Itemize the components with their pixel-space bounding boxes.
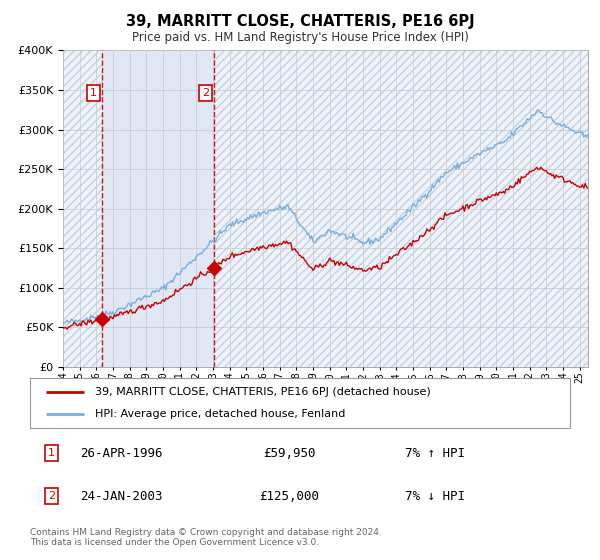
Text: Contains HM Land Registry data © Crown copyright and database right 2024.
This d: Contains HM Land Registry data © Crown c… xyxy=(30,528,382,547)
Text: Price paid vs. HM Land Registry's House Price Index (HPI): Price paid vs. HM Land Registry's House … xyxy=(131,31,469,44)
Text: 2: 2 xyxy=(48,491,55,501)
Text: 2: 2 xyxy=(202,88,209,98)
Text: 7% ↓ HPI: 7% ↓ HPI xyxy=(405,489,465,503)
Bar xyxy=(101,50,214,367)
Point xyxy=(209,263,219,272)
Text: 7% ↑ HPI: 7% ↑ HPI xyxy=(405,446,465,460)
Text: 24-JAN-2003: 24-JAN-2003 xyxy=(80,489,163,503)
Bar xyxy=(63,50,101,367)
Point xyxy=(97,315,106,324)
Bar xyxy=(63,43,101,367)
Text: £59,950: £59,950 xyxy=(263,446,316,460)
Text: 1: 1 xyxy=(48,448,55,458)
Bar xyxy=(214,43,588,367)
Text: 39, MARRITT CLOSE, CHATTERIS, PE16 6PJ: 39, MARRITT CLOSE, CHATTERIS, PE16 6PJ xyxy=(125,14,475,29)
Text: 39, MARRITT CLOSE, CHATTERIS, PE16 6PJ (detached house): 39, MARRITT CLOSE, CHATTERIS, PE16 6PJ (… xyxy=(95,387,431,397)
Text: 1: 1 xyxy=(90,88,97,98)
Text: 26-APR-1996: 26-APR-1996 xyxy=(80,446,163,460)
Text: £125,000: £125,000 xyxy=(259,489,319,503)
Text: HPI: Average price, detached house, Fenland: HPI: Average price, detached house, Fenl… xyxy=(95,409,345,419)
